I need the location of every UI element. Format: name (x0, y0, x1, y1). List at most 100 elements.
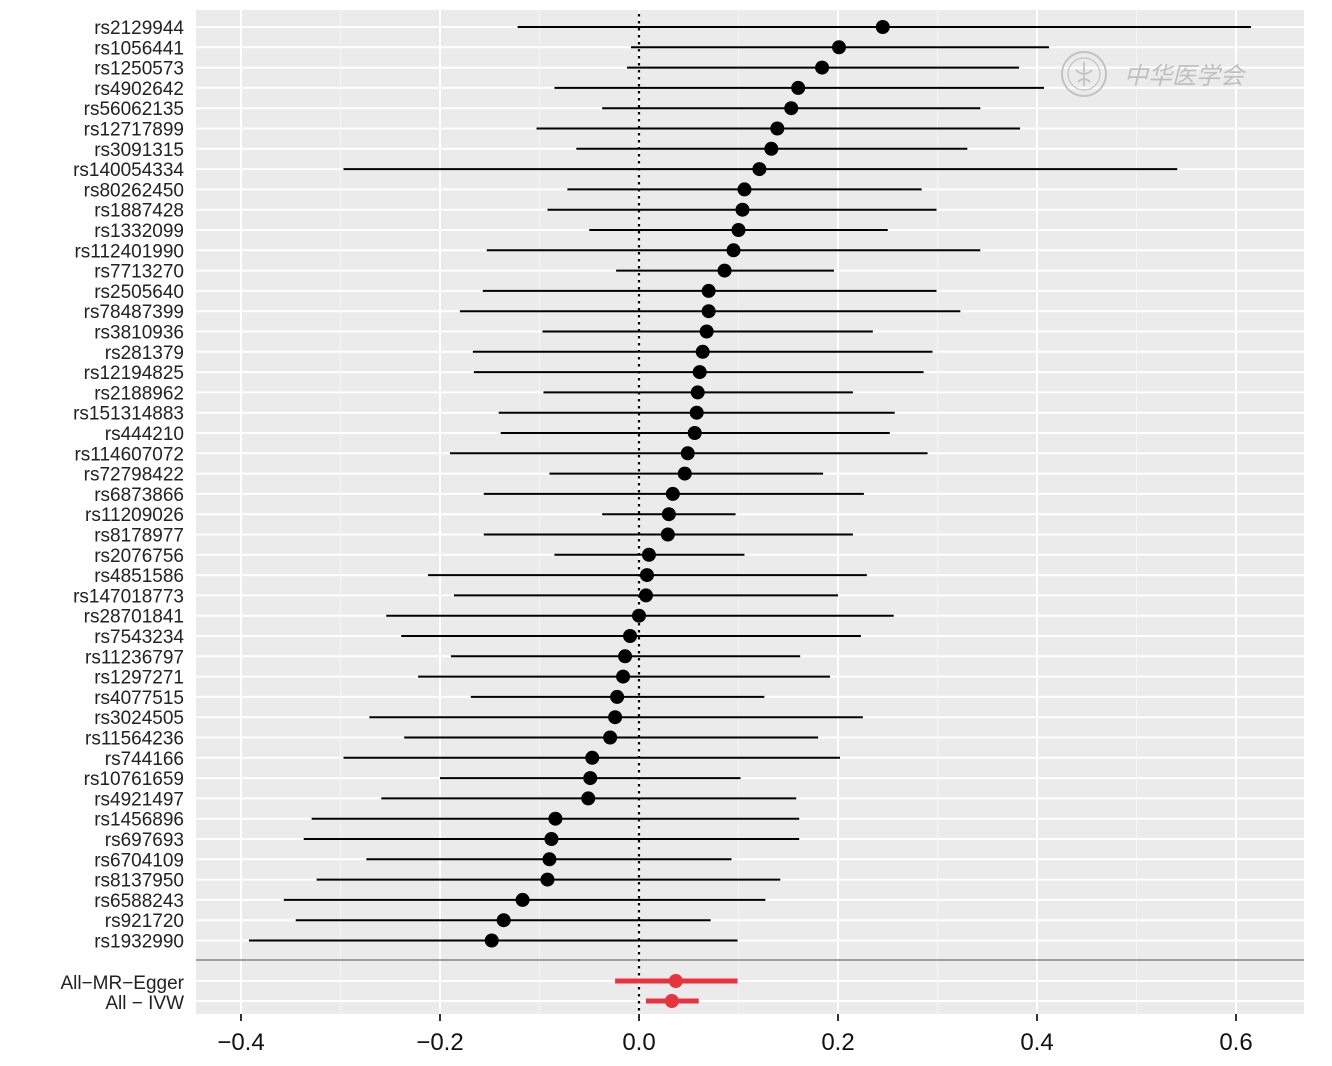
snp-label: rs28701841 (84, 607, 184, 628)
snp-label: rs7713270 (94, 262, 184, 283)
estimate-point (752, 162, 767, 177)
snp-label: rs744166 (105, 749, 184, 770)
estimate-point (660, 527, 675, 542)
snp-label: rs4921497 (94, 789, 184, 810)
snp-label: rs6588243 (94, 891, 184, 912)
estimate-point (581, 791, 596, 806)
x-tick-label: 0.4 (1020, 1029, 1053, 1056)
watermark: 中华医学会 (1061, 51, 1247, 97)
snp-label: rs2188962 (94, 383, 184, 404)
estimate-point (661, 507, 676, 522)
estimate-point (737, 182, 752, 197)
estimate-point (585, 750, 600, 765)
estimate-point (638, 588, 653, 603)
estimate-point (665, 486, 680, 501)
estimate-point (831, 40, 846, 55)
snp-label: rs1932990 (94, 932, 184, 953)
x-tick-label: −0.2 (416, 1029, 463, 1056)
snp-label: rs2129944 (94, 18, 184, 39)
summary-point (668, 974, 683, 988)
estimate-point (496, 913, 511, 928)
estimate-point (731, 223, 746, 237)
snp-label: rs444210 (105, 424, 184, 445)
estimate-point (484, 933, 499, 948)
snp-label: rs2076756 (94, 546, 184, 567)
estimate-point (603, 730, 618, 745)
summary-label: All − IVW (105, 993, 184, 1014)
snp-label: rs6873866 (94, 485, 184, 506)
x-tick-label: 0.0 (622, 1029, 655, 1056)
estimate-point (687, 426, 702, 440)
estimate-point (770, 121, 785, 136)
estimate-point (701, 304, 716, 319)
estimate-point (791, 80, 806, 95)
snp-label: rs2505640 (94, 282, 184, 303)
estimate-point (815, 60, 830, 75)
x-tick-label: 0.2 (821, 1029, 854, 1056)
snp-label: rs80262450 (84, 180, 184, 201)
estimate-point (695, 344, 710, 359)
estimate-point (544, 832, 559, 846)
estimate-point (717, 263, 732, 278)
snp-label: rs78487399 (84, 302, 184, 323)
estimate-point (701, 283, 716, 298)
snp-label: rs4077515 (94, 688, 184, 709)
estimate-point (699, 324, 714, 339)
snp-label: rs11209026 (85, 505, 184, 526)
snp-label: rs56062135 (84, 99, 184, 120)
snp-label: rs3024505 (94, 708, 184, 729)
estimate-point (639, 568, 654, 583)
snp-label: rs921720 (105, 911, 184, 932)
snp-label: rs281379 (105, 343, 184, 364)
estimate-point (623, 629, 638, 643)
plot-panel (196, 10, 1304, 1014)
snp-label: rs151314883 (73, 404, 184, 425)
society-seal-icon (1061, 51, 1107, 97)
snp-label: rs7543234 (94, 627, 184, 648)
x-tick-label: 0.6 (1219, 1029, 1252, 1056)
snp-label: rs11564236 (85, 729, 184, 750)
point-estimates (484, 20, 890, 1008)
estimate-point (618, 649, 633, 664)
snp-label: rs8137950 (94, 871, 184, 892)
estimate-point (610, 689, 625, 704)
snp-label: rs11236797 (85, 647, 184, 668)
estimate-point (735, 202, 750, 217)
estimate-point (680, 446, 695, 461)
summary-point (664, 994, 679, 1008)
estimate-point (540, 872, 555, 887)
snp-label: rs1056441 (94, 38, 184, 59)
estimate-point (784, 101, 799, 116)
snp-label: rs140054334 (73, 160, 184, 181)
estimate-point (677, 466, 692, 481)
x-tick-label: −0.4 (217, 1029, 264, 1056)
estimate-point (690, 385, 705, 400)
snp-label: rs3810936 (94, 323, 184, 344)
snp-label: rs12717899 (84, 120, 184, 141)
summary-label: All−MR−Egger (60, 973, 184, 994)
snp-label: rs4902642 (94, 79, 184, 100)
estimate-point (689, 405, 704, 420)
estimate-point (616, 669, 631, 684)
estimate-point (726, 243, 741, 258)
estimate-point (515, 892, 530, 907)
estimate-point (641, 547, 656, 562)
watermark-text: 中华医学会 (1124, 62, 1247, 90)
snp-label: rs1332099 (94, 221, 184, 242)
snp-label: rs3091315 (94, 140, 184, 161)
x-axis: −0.4 −0.2 0.0 0.2 0.4 0.6 (217, 1014, 1253, 1056)
snp-label: rs112401990 (74, 241, 184, 262)
snp-label: rs1456896 (94, 810, 184, 831)
snp-label: rs10761659 (84, 769, 184, 790)
estimate-point (583, 771, 598, 786)
snp-label: rs1250573 (94, 59, 184, 80)
snp-labels: rs2129944rs1056441rs1250573rs4902642rs56… (60, 18, 184, 1014)
snp-label: rs1297271 (94, 668, 184, 689)
snp-label: rs697693 (105, 830, 184, 851)
snp-label: rs8178977 (94, 526, 184, 547)
estimate-point (875, 20, 890, 34)
snp-label: rs6704109 (94, 850, 184, 871)
estimate-point (548, 811, 563, 826)
snp-label: rs1887428 (94, 201, 184, 222)
snp-label: rs4851586 (94, 566, 184, 587)
